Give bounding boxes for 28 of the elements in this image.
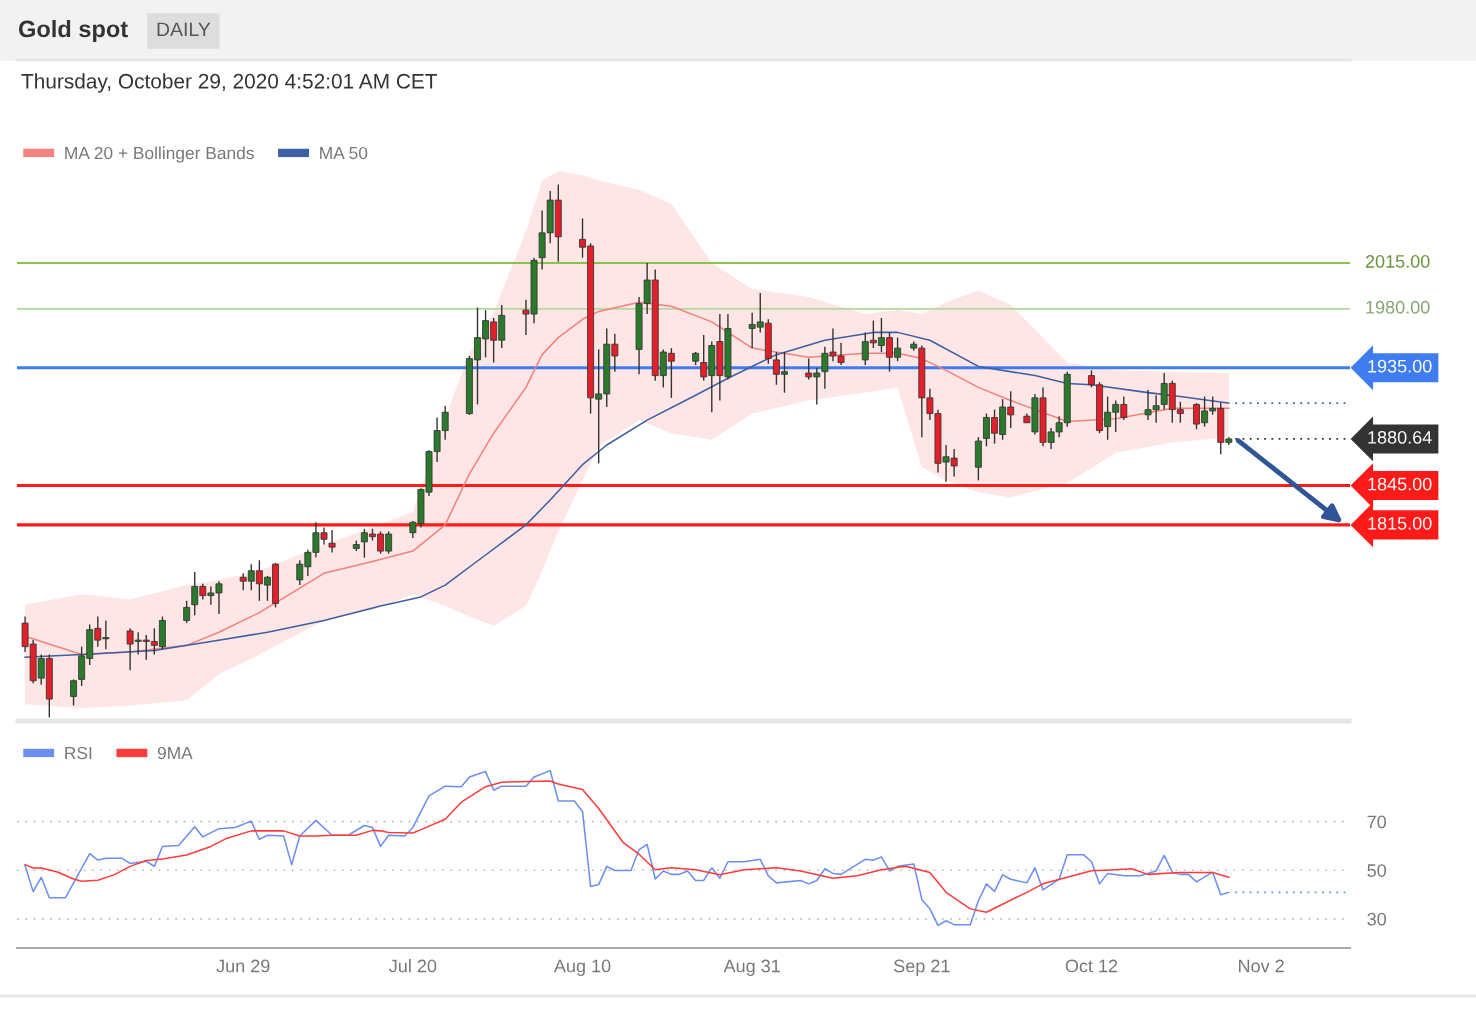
ref-line-label: 1880.64: [1368, 430, 1432, 444]
ref-line-label: 2015.00: [1365, 255, 1430, 268]
chart-title: Gold spot: [18, 20, 128, 42]
ref-line-label: 1935.00: [1368, 359, 1432, 373]
y-tick-label: 30: [1367, 912, 1387, 926]
ref-line-label: 1980.00: [1366, 300, 1430, 314]
candlestick: [328, 529, 336, 554]
x-tick-label: Nov 2: [1239, 959, 1284, 973]
legend-label: MA 20 + Bollinger Bands: [65, 146, 254, 163]
candlestick: [183, 600, 191, 624]
x-tick-label: Sep 21: [894, 959, 950, 976]
ref-line-label: 1815.00: [1368, 516, 1432, 530]
x-tick-label: Oct 12: [1065, 959, 1118, 973]
line-series: [24, 780, 1230, 914]
x-tick-label: Aug 31: [723, 959, 780, 976]
candlestick: [70, 678, 77, 707]
annotation: Thursday, October 29, 2020 4:52:01 AM CET: [21, 73, 438, 93]
x-tick-label: Jun 29: [216, 959, 270, 973]
x-tick-label: Aug 10: [553, 959, 611, 976]
legend-label: RSI: [65, 746, 92, 760]
legend-label: 9MA: [157, 746, 193, 760]
y-tick-label: 50: [1367, 864, 1387, 877]
ref-line-label: 1845.00: [1368, 477, 1432, 491]
line-series: [24, 769, 1230, 927]
chart-subtitle: DAILY: [157, 22, 211, 37]
x-tick-label: Jul 20: [389, 959, 437, 973]
legend-label: MA 50: [320, 146, 368, 160]
y-tick-label: 70: [1367, 815, 1387, 829]
